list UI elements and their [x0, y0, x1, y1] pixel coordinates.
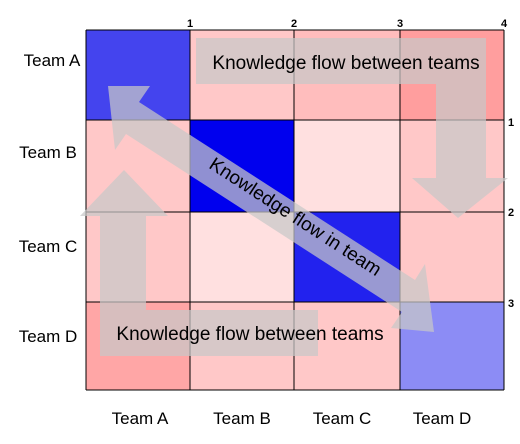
col-label-team-b: Team B — [213, 409, 271, 428]
right-tick-2: 2 — [508, 207, 514, 219]
flow-arrows — [80, 38, 508, 356]
diagonal-flow-arrow — [108, 86, 434, 332]
top-flow-label: Knowledge flow between teams — [212, 53, 479, 74]
cell-b-c — [294, 120, 400, 212]
row-label-team-d: Team D — [19, 327, 78, 346]
top-tick-1: 1 — [187, 18, 193, 30]
bottom-flow-label: Knowledge flow between teams — [116, 324, 383, 345]
top-tick-4: 4 — [501, 18, 508, 30]
top-tick-2: 2 — [291, 18, 297, 30]
right-tick-3: 3 — [508, 298, 514, 310]
col-label-team-a: Team A — [112, 409, 169, 428]
col-label-team-c: Team C — [313, 409, 372, 428]
row-label-team-c: Team C — [19, 237, 78, 256]
row-label-team-b: Team B — [19, 143, 77, 162]
bottom-flow-arrow — [80, 170, 318, 356]
right-tick-1: 1 — [508, 117, 514, 129]
top-flow-arrow — [196, 38, 508, 218]
row-label-team-a: Team A — [24, 51, 81, 70]
top-tick-3: 3 — [397, 18, 403, 30]
col-label-team-d: Team D — [413, 409, 472, 428]
